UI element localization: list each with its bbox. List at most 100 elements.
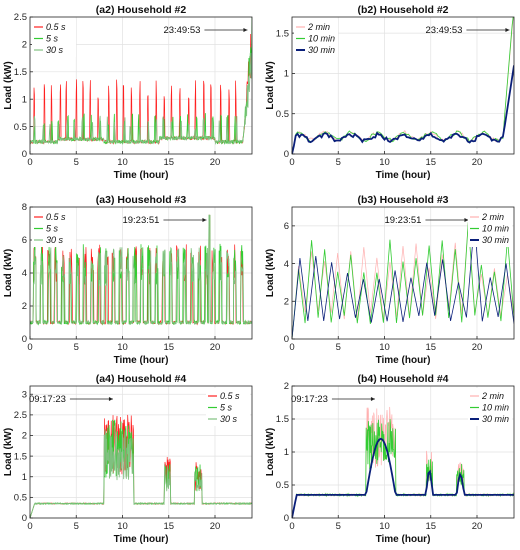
plot-frame [29, 16, 253, 155]
chart-b4: 0 5 10 15 20 0 0.5 1 1.5 2 (b4) Household #4 Time (… [265, 373, 515, 545]
peak-annotation-arrowhead [370, 397, 375, 401]
x-tick-label: 5 [336, 157, 341, 168]
peak-annotation-arrowhead [464, 218, 469, 222]
y-tick-label: 0.5 [276, 109, 289, 120]
series-line-b2-2 [292, 65, 514, 154]
x-axis-label: Time (hour) [376, 170, 431, 181]
y-tick-label: 3 [22, 389, 27, 400]
y-tick-label: 0 [284, 334, 289, 345]
y-tick-label: 1 [284, 447, 289, 458]
peak-annotation-arrowhead [108, 397, 113, 401]
chart-b3: 0 5 10 15 20 0 2 4 6 (b3) Household #3 Time (hour)… [265, 194, 515, 366]
y-tick-label: 0 [284, 513, 289, 524]
x-tick-label: 0 [289, 157, 294, 168]
x-tick-label: 20 [472, 157, 483, 168]
x-tick-label: 20 [472, 342, 483, 353]
peak-annotation-arrowhead [505, 28, 510, 32]
legend-entry: 0.5 s [46, 212, 66, 222]
x-tick-label: 15 [425, 157, 436, 168]
peak-annotation-label: 09:17:23 [29, 394, 66, 405]
chart-a4: 0 5 10 15 20 0 0.5 1 1.5 2 2.5 3 (a4) Household #4 Ti… [3, 373, 253, 545]
plot-frame [291, 206, 515, 340]
y-tick-label: 1 [284, 69, 289, 80]
y-tick-label: 0.5 [14, 493, 27, 504]
x-tick-label: 20 [472, 521, 483, 532]
legend-entry: 5 s [46, 224, 59, 234]
x-tick-label: 5 [336, 342, 341, 353]
y-tick-label: 4 [22, 268, 27, 279]
y-axis-label: Load (kW) [265, 249, 276, 297]
y-tick-label: 2 [22, 40, 27, 51]
legend: 0.5 s 5 s30 s [206, 388, 250, 426]
x-tick-label: 15 [425, 342, 436, 353]
y-axis-label: Load (kW) [3, 61, 14, 109]
y-tick-label: 2 [284, 296, 289, 307]
x-tick-label: 20 [210, 157, 221, 168]
legend-entry: 2 min [481, 391, 504, 401]
y-tick-label: 0 [22, 149, 27, 160]
peak-annotation-arrowhead [243, 28, 248, 32]
legend: 0.5 s 5 s30 s [32, 209, 76, 247]
peak-annotation-arrowhead [202, 218, 207, 222]
chart-title: (b3) Household #3 [357, 194, 448, 206]
chart-title: (a3) Household #3 [96, 194, 187, 206]
x-tick-label: 0 [289, 521, 294, 532]
peak-annotation-label: 23:49:53 [425, 25, 462, 36]
x-tick-label: 10 [117, 521, 128, 532]
y-tick-label: 1.5 [14, 67, 27, 78]
legend-entry: 0.5 s [220, 391, 240, 401]
x-tick-label: 5 [336, 521, 341, 532]
x-tick-label: 15 [425, 521, 436, 532]
legend-entry: 30 s [46, 235, 64, 245]
y-tick-label: 2.5 [14, 12, 27, 23]
legend: 0.5 s 5 s30 s [32, 19, 76, 57]
x-axis-label: Time (hour) [114, 355, 169, 366]
x-tick-label: 10 [117, 157, 128, 168]
series-line-b3-2 [292, 222, 514, 339]
y-axis-label: Load (kW) [3, 249, 14, 297]
y-tick-label: 0 [22, 513, 27, 524]
x-tick-label: 10 [117, 342, 128, 353]
y-tick-label: 1.5 [276, 28, 289, 39]
chart-title: (a2) Household #2 [96, 4, 187, 16]
y-tick-label: 1.5 [14, 451, 27, 462]
series-line-b4-2 [292, 437, 514, 518]
chart-title: (b4) Household #4 [357, 373, 448, 385]
plot-frame [29, 385, 253, 519]
series-line-a4-2 [30, 429, 252, 518]
x-axis-label: Time (hour) [376, 534, 431, 545]
chart-title: (b2) Household #2 [357, 4, 448, 16]
x-tick-label: 0 [27, 521, 32, 532]
y-axis-label: Load (kW) [3, 428, 14, 476]
legend-entry: 10 min [308, 34, 335, 44]
x-tick-label: 0 [289, 342, 294, 353]
x-tick-label: 0 [27, 342, 32, 353]
x-axis-label: Time (hour) [114, 170, 169, 181]
chart-b2: 0 5 10 15 20 0 0.5 1 1.5 (b2) Household #2 Time (h… [265, 4, 515, 181]
x-tick-label: 15 [163, 342, 174, 353]
y-tick-label: 2 [22, 301, 27, 312]
x-tick-label: 5 [74, 342, 79, 353]
x-tick-label: 5 [74, 521, 79, 532]
legend-entry: 10 min [482, 403, 509, 413]
legend-entry: 30 min [482, 414, 509, 424]
plot-frame [291, 16, 515, 155]
y-tick-label: 4 [284, 259, 289, 270]
peak-annotation-label: 19:23:51 [122, 215, 159, 226]
y-tick-label: 2.5 [14, 410, 27, 421]
y-tick-label: 8 [22, 202, 27, 213]
series-line-a2-2 [30, 52, 252, 145]
y-axis-label: Load (kW) [265, 61, 276, 109]
x-tick-label: 20 [210, 342, 221, 353]
x-tick-label: 0 [27, 157, 32, 168]
y-tick-label: 1.5 [276, 414, 289, 425]
legend-entry: 30 min [482, 235, 509, 245]
legend-entry: 30 s [220, 414, 238, 424]
y-tick-label: 1 [22, 472, 27, 483]
legend-entry: 30 min [308, 45, 335, 55]
x-tick-label: 15 [163, 157, 174, 168]
